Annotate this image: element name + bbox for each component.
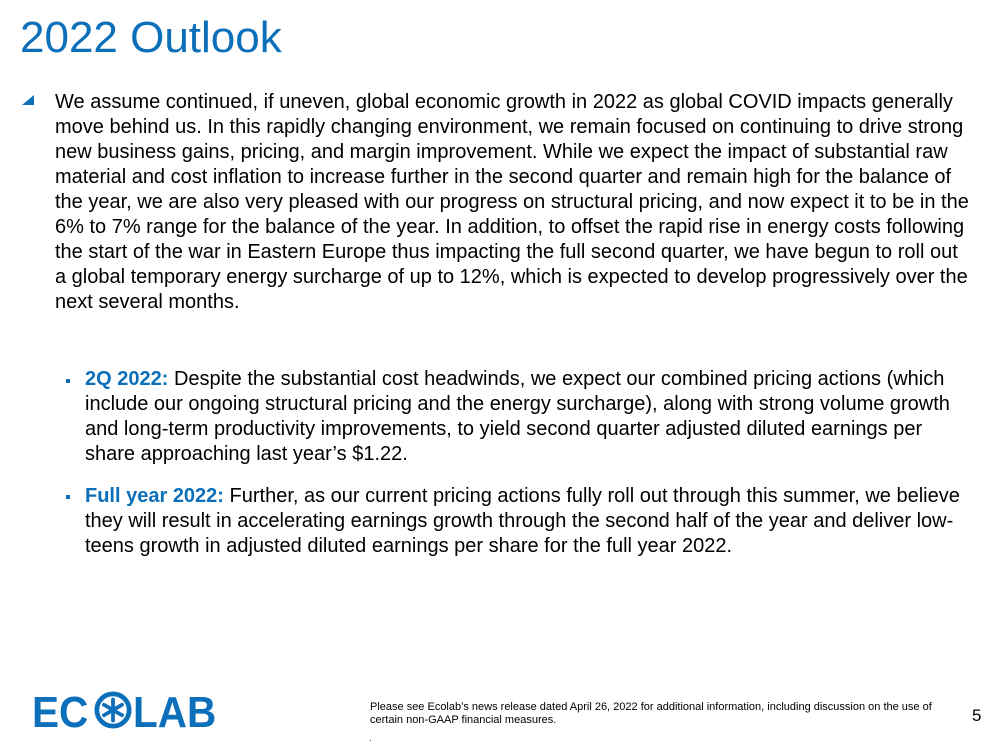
sub-item-text: Despite the substantial cost headwinds, … xyxy=(85,368,950,465)
footnote: Please see Ecolab’s news release dated A… xyxy=(370,701,932,726)
sub-item-lead: Full year 2022: xyxy=(85,485,224,507)
square-bullet-icon xyxy=(66,495,70,499)
sub-item-2q: 2Q 2022: Despite the substantial cost he… xyxy=(85,367,965,467)
main-paragraph: We assume continued, if uneven, global e… xyxy=(55,91,969,313)
slide-title: 2022 Outlook xyxy=(20,13,282,62)
logo-text-left: EC xyxy=(32,688,89,737)
logo-o-icon xyxy=(94,691,132,729)
ecolab-logo: EC LAB xyxy=(32,690,224,736)
sub-item-full-year: Full year 2022: Further, as our current … xyxy=(85,484,965,559)
footer-dot xyxy=(370,740,371,741)
page-number: 5 xyxy=(972,706,982,725)
square-bullet-icon xyxy=(66,379,70,383)
sub-item-lead: 2Q 2022: xyxy=(85,368,169,390)
triangle-bullet-icon xyxy=(22,95,34,105)
logo-text-right: LAB xyxy=(133,688,217,737)
sub-item-text: Further, as our current pricing actions … xyxy=(85,485,960,557)
